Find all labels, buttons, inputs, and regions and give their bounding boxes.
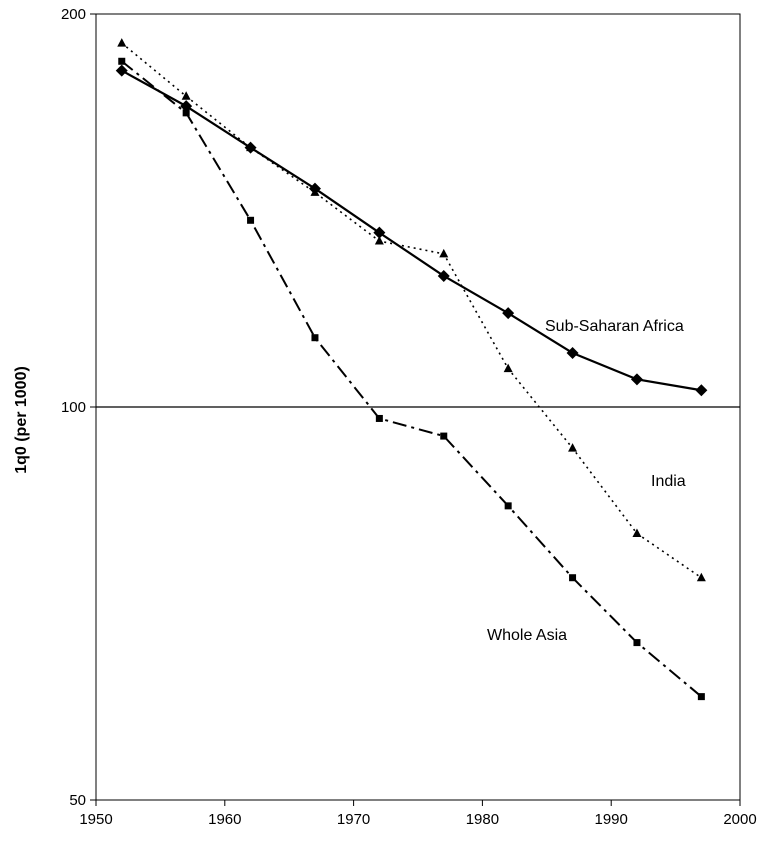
marker-india [181,91,191,100]
y-tick-label: 50 [69,792,86,809]
marker-india [632,528,642,538]
marker-whole-asia [311,334,319,342]
marker-sub-saharan-africa [566,346,579,359]
axes: 1950 1960 1970 1980 1990 2000 50 100 200 [61,6,757,828]
x-tick-label: 1960 [208,811,241,828]
x-tick-label: 1950 [79,811,112,828]
series-label-india: India [651,473,686,490]
x-tick-label: 1970 [337,811,370,828]
marker-sub-saharan-africa [502,307,515,320]
marker-sub-saharan-africa [437,269,450,282]
marker-sub-saharan-africa [180,100,193,113]
series-label-whole-asia: Whole Asia [487,627,567,644]
series-line-whole-asia [121,60,703,698]
marker-whole-asia [118,57,126,65]
x-tick-label: 1980 [466,811,499,828]
marker-india [568,443,578,452]
marker-india [374,236,384,245]
series-label-sub-saharan-africa: Sub-Saharan Africa [545,318,684,335]
marker-sub-saharan-africa [373,226,386,239]
marker-india [310,187,320,196]
marker-whole-asia [569,574,577,582]
marker-whole-asia [697,693,705,701]
marker-india [503,363,513,373]
marker-sub-saharan-africa [630,373,643,386]
marker-sub-saharan-africa [695,384,708,397]
marker-sub-saharan-africa [115,64,128,77]
series-line-india [121,42,702,579]
marker-india [696,572,706,582]
marker-whole-asia [504,502,512,510]
y-tick-label: 200 [61,6,86,23]
marker-whole-asia [247,216,255,224]
series-layer [115,38,708,701]
series-line-sub-saharan-africa [121,69,702,392]
marker-india [439,248,449,258]
y-tick-label: 100 [61,399,86,416]
marker-whole-asia [440,432,448,440]
y-axis-title: 1q0 (per 1000) [13,366,30,474]
x-tick-label: 2000 [723,811,756,828]
marker-whole-asia [375,414,383,422]
x-tick-label: 1990 [595,811,628,828]
marker-whole-asia [182,109,190,117]
marker-india [117,38,127,47]
marker-india [246,142,256,152]
marker-whole-asia [633,639,641,647]
